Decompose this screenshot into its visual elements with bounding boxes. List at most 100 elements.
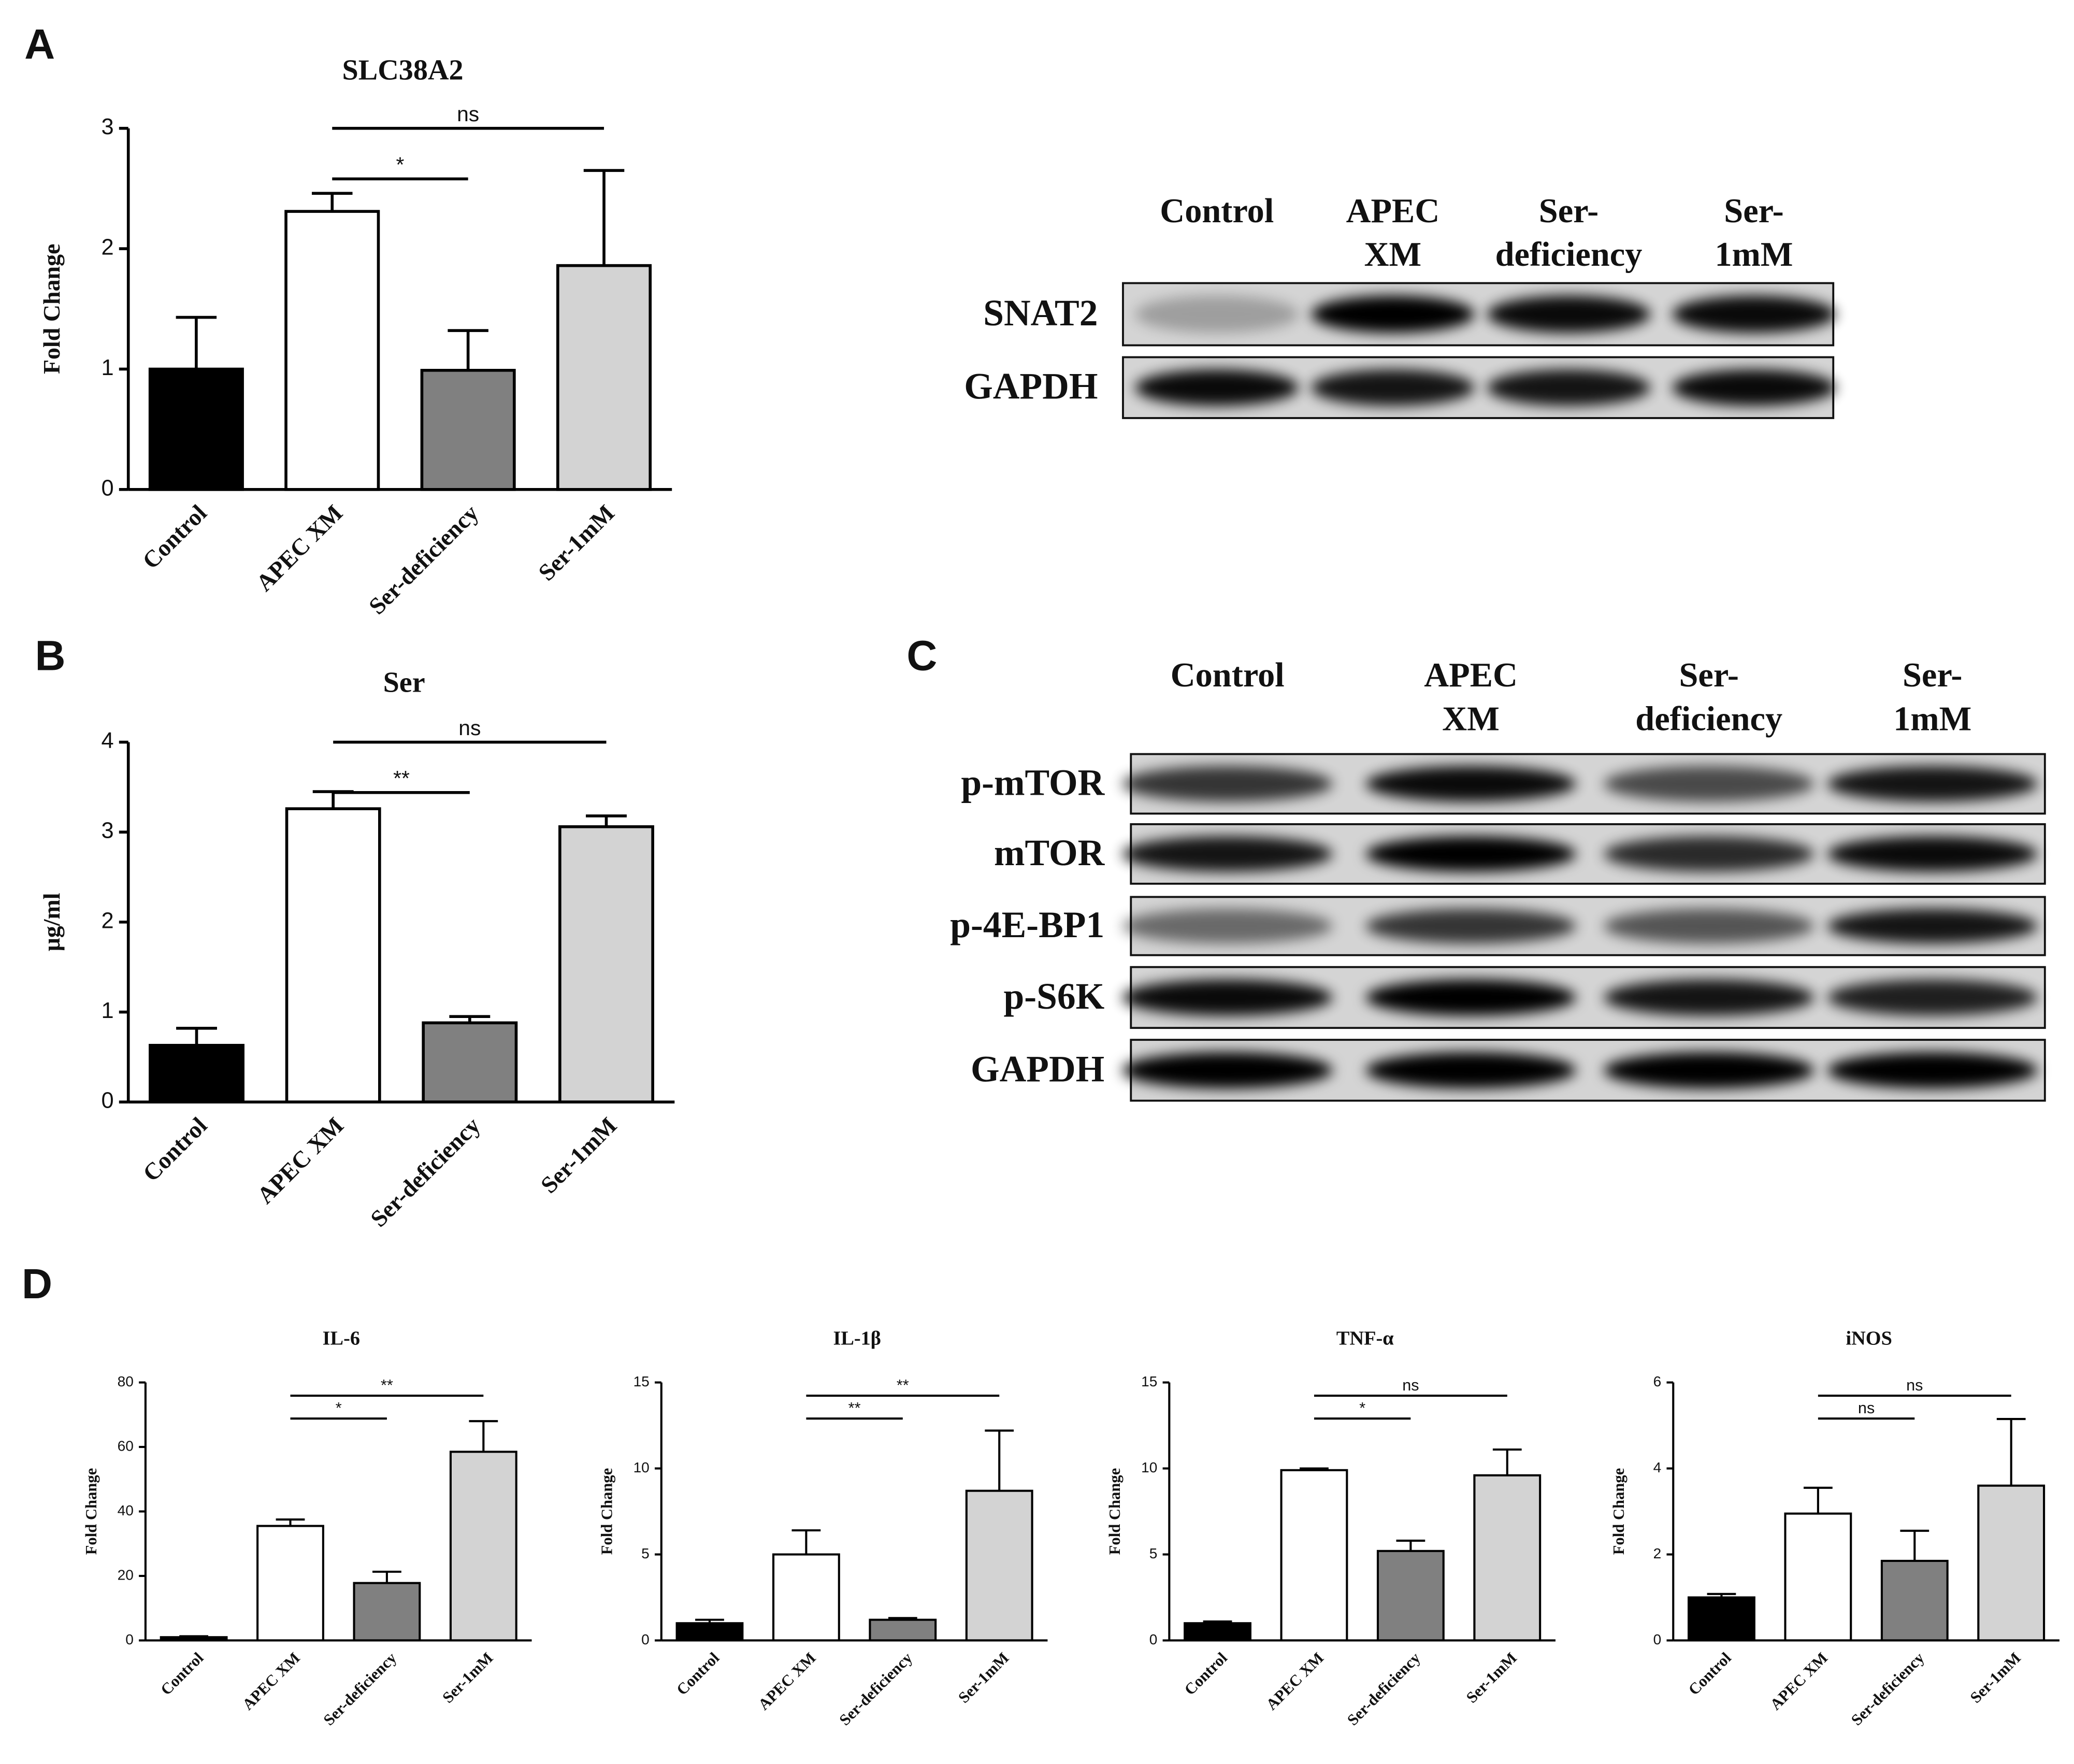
row-label: SNAT2 [983,293,1098,334]
bar [1688,1596,1755,1642]
row-label: mTOR [994,833,1105,873]
blot-band [1827,908,2038,944]
lane-header: XM [1442,700,1500,738]
blot-band [1122,979,1333,1016]
blot-band [1604,766,1814,802]
lane-header: XM [1364,236,1422,274]
row-label: p-4E-BP1 [950,905,1104,945]
bar [965,1489,1033,1642]
chart-title: TNF-α [1336,1328,1394,1350]
significance-label: ns [1858,1399,1875,1417]
y-tick-label: 4 [101,728,113,753]
lane-header: Control [1160,192,1274,230]
bar [772,1553,840,1642]
bar [1376,1550,1445,1642]
blot-band [1365,979,1576,1016]
row-label: p-S6K [1004,976,1105,1017]
panel-label: A [24,21,55,68]
lane-header: 1mM [1715,236,1793,274]
bar [675,1622,744,1642]
lane-header: Ser- [1724,192,1783,230]
y-axis-label: Fold Change [1106,1468,1124,1555]
panel-label: D [22,1260,52,1308]
bar [1880,1559,1949,1642]
y-tick-label: 15 [633,1373,650,1389]
y-tick-label: 3 [101,819,113,843]
bar [1280,1469,1348,1642]
panel-label: B [35,632,66,679]
significance-label: * [1359,1399,1365,1417]
bar [284,210,380,491]
blot-band [1827,766,2038,802]
bar [556,264,652,491]
blot-band [1311,369,1475,406]
chart-title: Ser [383,667,425,699]
y-tick-label: 10 [1141,1459,1157,1475]
blot-band [1604,979,1814,1016]
y-tick-label: 0 [101,476,113,500]
blot-band [1122,836,1333,872]
significance-label: * [396,153,405,177]
chart-title: SLC38A2 [342,54,464,86]
lane-header: Control [1171,656,1285,694]
y-tick-label: 0 [1653,1631,1662,1647]
bar [353,1582,421,1642]
bar [420,368,516,491]
row-label: p-mTOR [961,763,1105,804]
y-tick-label: 0 [101,1088,113,1113]
bar [285,807,381,1103]
bar [869,1618,937,1642]
lane-header: APEC [1424,656,1518,694]
significance-label: ns [458,716,481,740]
y-axis-label: Fold Change [38,244,65,375]
blot-band [1827,836,2038,872]
blot-band [1487,369,1651,406]
lane-header: 1mM [1893,700,1971,738]
y-tick-label: 60 [118,1438,134,1454]
y-tick-label: 5 [1149,1545,1158,1561]
lane-header: deficiency [1635,700,1782,738]
blot-band [1365,836,1576,872]
blot-band [1672,369,1836,406]
bar [149,1043,244,1103]
blot-band [1311,295,1475,333]
y-axis-label: μg/ml [38,893,65,951]
y-tick-label: 2 [1653,1545,1662,1561]
y-tick-label: 1 [101,355,113,380]
bar [256,1525,324,1642]
significance-label: ** [848,1399,861,1417]
y-tick-label: 15 [1141,1373,1157,1389]
bar [1473,1474,1542,1642]
y-tick-label: 40 [118,1502,134,1518]
y-axis-label: Fold Change [1610,1468,1627,1555]
blot-band [1122,908,1333,944]
bar [148,367,244,491]
significance-label: ** [381,1376,393,1394]
chart-title: iNOS [1846,1328,1892,1350]
significance-label: ns [1906,1376,1923,1394]
chart-title: IL-1β [833,1328,881,1350]
blot-band [1604,908,1814,944]
bar [1184,1622,1251,1642]
chart-title: IL-6 [323,1328,360,1350]
lane-header: deficiency [1495,236,1643,274]
blot-band [1604,836,1814,872]
y-tick-label: 10 [633,1459,650,1475]
y-tick-label: 80 [118,1373,134,1389]
y-tick-label: 0 [1149,1631,1158,1647]
blot-band [1135,295,1299,333]
blot-band [1827,979,2038,1016]
significance-label: * [336,1399,342,1417]
blot-band [1135,369,1299,406]
significance-label: ** [897,1376,909,1394]
y-tick-label: 4 [1653,1459,1662,1475]
lane-header: Ser- [1903,656,1962,694]
blot-band [1365,766,1576,802]
bar [1977,1484,2046,1642]
lane-header: APEC [1346,192,1440,230]
blot-band [1365,908,1576,944]
significance-label: ** [393,766,410,790]
bar [422,1021,518,1103]
